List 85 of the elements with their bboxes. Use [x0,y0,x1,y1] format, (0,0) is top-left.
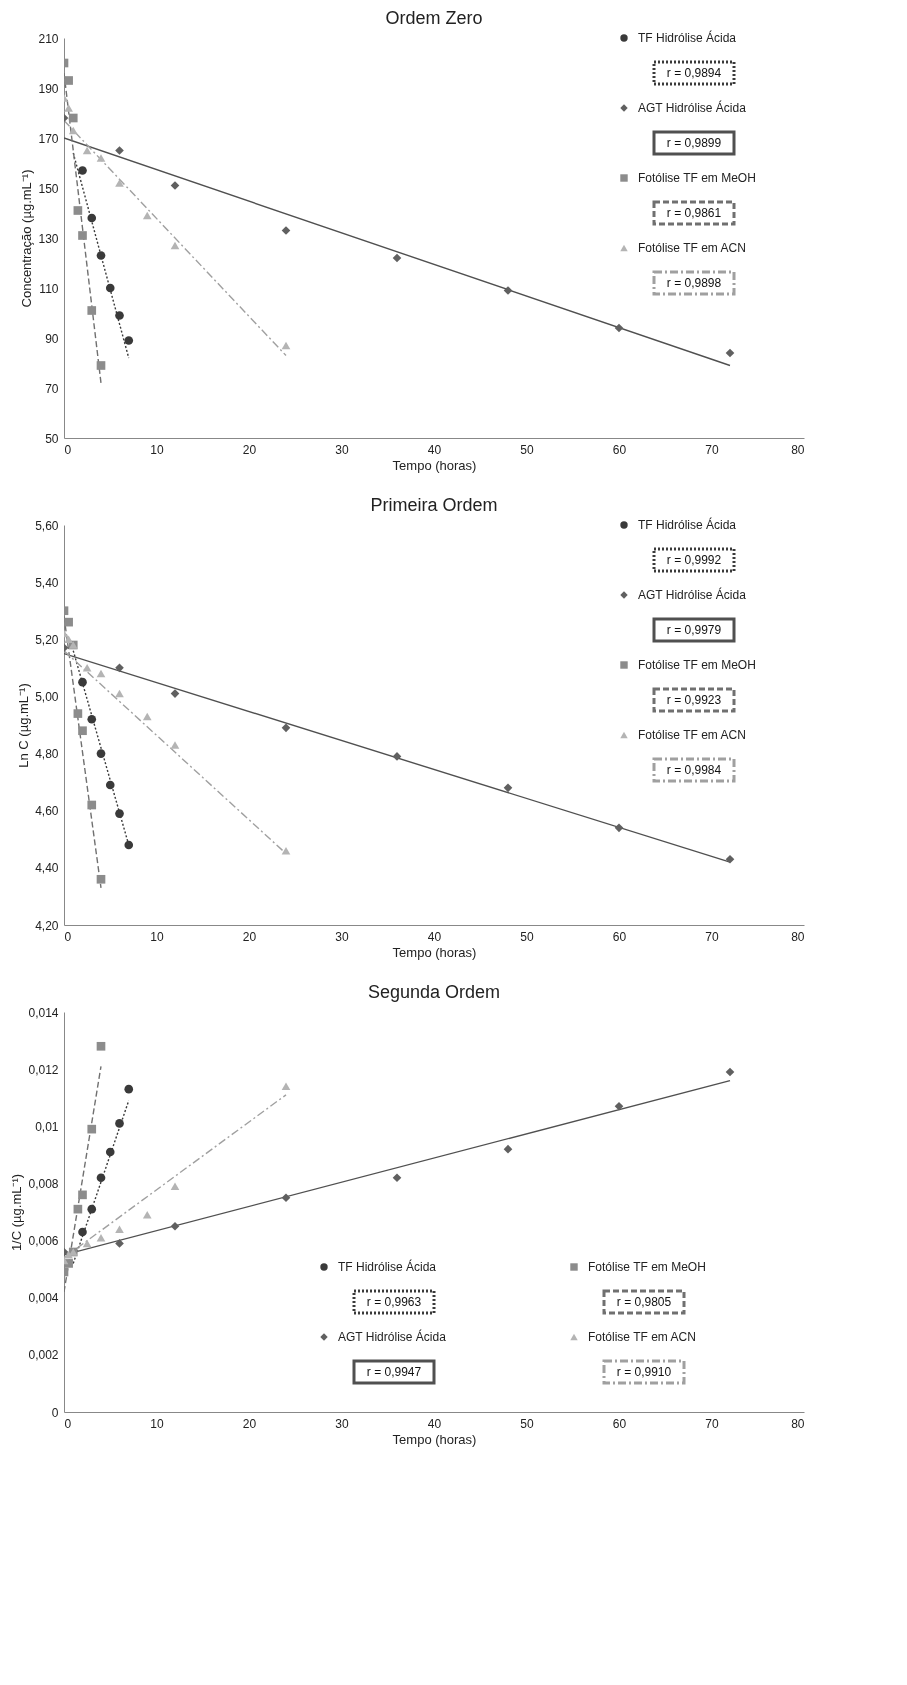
x-tick-label: 40 [427,442,442,457]
x-tick-label: 60 [612,929,627,944]
legend-label: Fotólise TF em MeOH [588,1260,706,1274]
y-tick-label: 110 [39,281,59,296]
legend-label: Fotólise TF em ACN [638,728,746,742]
annotation: r = 0,9984 [666,763,722,777]
x-tick-label: 70 [705,929,719,944]
y-tick-label: 0,006 [28,1234,59,1249]
y-tick-label: 4,20 [35,918,59,933]
x-tick-label: 30 [335,1416,349,1431]
chart-title: Segunda Ordem [367,982,501,1002]
y-tick-label: 5,20 [35,632,59,647]
y-axis-title: 1/C (µg.mL⁻¹) [9,1173,25,1252]
legend-label: TF Hidrólise Ácida [638,30,737,45]
x-tick-label: 10 [150,442,164,457]
x-axis-title: Tempo (horas) [392,457,477,473]
chart-title: Ordem Zero [385,8,483,28]
y-tick-label: 4,40 [35,861,59,876]
x-tick-label: 0 [64,929,72,944]
legend-label: TF Hidrólise Ácida [338,1259,437,1274]
x-tick-label: 80 [791,1416,805,1431]
y-tick-label: 5,40 [35,575,59,590]
x-tick-label: 40 [427,929,442,944]
legend-label: AGT Hidrólise Ácida [638,587,747,602]
y-tick-label: 0 [51,1405,59,1420]
x-tick-label: 30 [335,442,349,457]
annotation: r = 0,9898 [666,276,722,290]
annotation: r = 0,9899 [666,136,722,150]
legend-label: AGT Hidrólise Ácida [638,100,747,115]
annotation: r = 0,9992 [666,553,722,567]
x-tick-label: 20 [242,442,257,457]
legend-label: Fotólise TF em MeOH [638,171,756,185]
x-tick-label: 50 [520,1416,534,1431]
x-tick-label: 50 [520,929,534,944]
annotation: r = 0,9979 [666,623,722,637]
y-tick-label: 130 [38,231,59,246]
chart-title: Primeira Ordem [370,495,498,515]
y-tick-label: 150 [38,181,59,196]
annotation: r = 0,9861 [666,206,722,220]
annotation: r = 0,9805 [616,1295,672,1309]
y-axis-title: Ln C (µg.mL⁻¹) [16,683,32,768]
x-tick-label: 80 [791,442,805,457]
annotation: r = 0,9910 [616,1365,672,1379]
y-tick-label: 0,014 [28,1005,59,1020]
legend-label: AGT Hidrólise Ácida [338,1329,447,1344]
x-tick-label: 70 [705,442,719,457]
y-tick-label: 50 [45,431,59,446]
y-tick-label: 5,60 [35,518,59,533]
x-tick-label: 20 [242,1416,257,1431]
y-tick-label: 70 [45,381,59,396]
y-tick-label: 0,012 [28,1062,59,1077]
y-tick-label: 210 [38,31,59,46]
x-tick-label: 80 [791,929,805,944]
legend-label: TF Hidrólise Ácida [638,517,737,532]
annotation: r = 0,9894 [666,66,722,80]
x-tick-label: 50 [520,442,534,457]
legend-label: Fotólise TF em ACN [588,1330,696,1344]
annotation: r = 0,9947 [366,1365,422,1379]
legend-label: Fotólise TF em ACN [638,241,746,255]
x-tick-label: 20 [242,929,257,944]
y-tick-label: 4,60 [35,804,59,819]
x-tick-label: 0 [64,1416,72,1431]
y-tick-label: 0,01 [35,1119,59,1134]
x-tick-label: 10 [150,1416,164,1431]
y-tick-label: 0,004 [28,1291,59,1306]
x-tick-label: 70 [705,1416,719,1431]
y-tick-label: 5,00 [35,689,59,704]
annotation: r = 0,9963 [366,1295,422,1309]
y-tick-label: 4,80 [35,747,59,762]
legend-label: Fotólise TF em MeOH [638,658,756,672]
x-axis-title: Tempo (horas) [392,1431,477,1447]
y-axis-title: Concentração (µg.mL⁻¹) [19,169,35,308]
x-tick-label: 0 [64,442,72,457]
annotation: r = 0,9923 [666,693,722,707]
y-tick-label: 0,008 [28,1176,59,1191]
y-tick-label: 170 [38,131,59,146]
x-tick-label: 10 [150,929,164,944]
x-tick-label: 60 [612,1416,627,1431]
x-tick-label: 40 [427,1416,442,1431]
x-tick-label: 60 [612,442,627,457]
x-axis-title: Tempo (horas) [392,944,477,960]
x-tick-label: 30 [335,929,349,944]
y-tick-label: 0,002 [28,1348,59,1363]
y-tick-label: 90 [45,331,59,346]
y-tick-label: 190 [38,81,59,96]
